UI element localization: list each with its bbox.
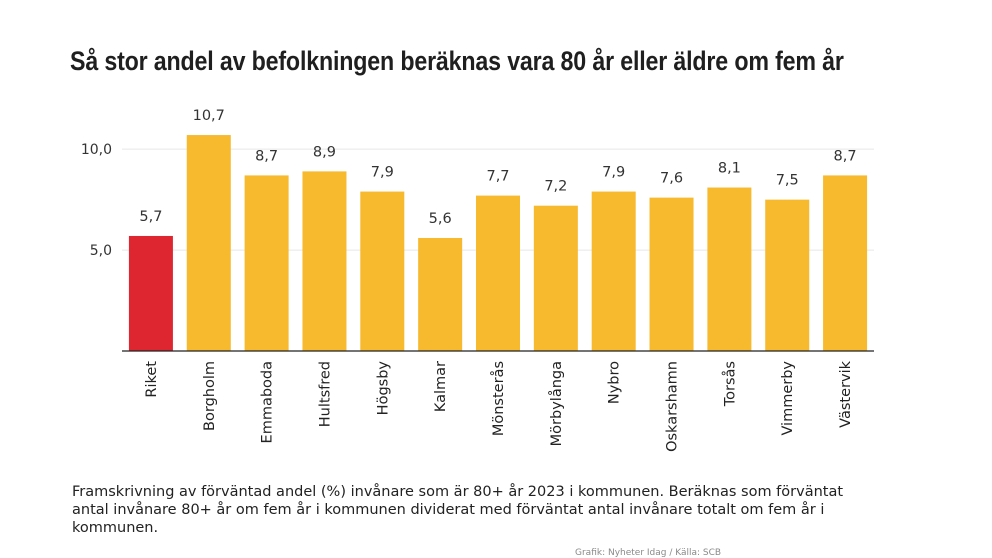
x-tick-label: Mörbylånga — [548, 361, 565, 446]
x-tick-label: Mönsterås — [490, 361, 507, 436]
x-tick-label: Kalmar — [433, 361, 449, 412]
x-tick-label: Högsby — [375, 361, 391, 416]
data-label: 8,7 — [834, 148, 857, 164]
data-label: 8,9 — [313, 144, 336, 160]
bar — [476, 195, 520, 351]
bar — [418, 237, 463, 351]
data-label: 10,7 — [193, 108, 225, 124]
x-tick-label: Riket — [144, 361, 160, 398]
x-tick-label: Borgholm — [202, 361, 218, 431]
data-label: 7,2 — [544, 179, 567, 195]
data-label: 8,1 — [718, 161, 741, 177]
bar — [823, 175, 868, 351]
bar — [765, 199, 810, 351]
data-label: 5,7 — [139, 209, 162, 225]
x-tick-label: Västervik — [838, 360, 854, 427]
y-tick-label: 10,0 — [81, 142, 112, 158]
bar — [186, 135, 231, 351]
x-tick-label: Oskarshamn — [665, 361, 681, 452]
bar — [707, 187, 752, 351]
chart-credit: Grafik: Nyheter Idag / Källa: SCB — [575, 548, 722, 558]
data-label: 7,9 — [371, 165, 394, 181]
x-tick-label: Torsås — [721, 361, 738, 407]
x-tick-label: Nybro — [607, 361, 623, 404]
x-tick-label: Hultsfred — [317, 361, 333, 427]
chart-note: Framskrivning av förväntad andel (%) inv… — [72, 484, 844, 536]
x-tick-label: Emmaboda — [260, 361, 276, 443]
data-label: 5,6 — [429, 211, 452, 227]
bar — [128, 235, 173, 351]
bar — [244, 175, 289, 351]
data-label: 7,6 — [660, 171, 683, 187]
y-tick-label: 5,0 — [90, 243, 112, 259]
data-label: 7,9 — [602, 165, 625, 181]
bar — [302, 171, 347, 351]
bar — [360, 191, 405, 351]
bar-chart: 5,0 10,0 5,7 Riket 10,7 Borgholm 8,7 Emmaboda 8,… — [81, 108, 874, 452]
bar — [591, 191, 636, 351]
data-label: 8,7 — [255, 148, 278, 164]
x-tick-label: Vimmerby — [780, 361, 796, 436]
bar — [533, 205, 578, 351]
bar — [649, 197, 694, 351]
chart-title: Så stor andel av befolkningen beräknas v… — [70, 46, 844, 76]
data-label: 7,7 — [486, 169, 509, 185]
data-label: 7,5 — [776, 173, 799, 189]
